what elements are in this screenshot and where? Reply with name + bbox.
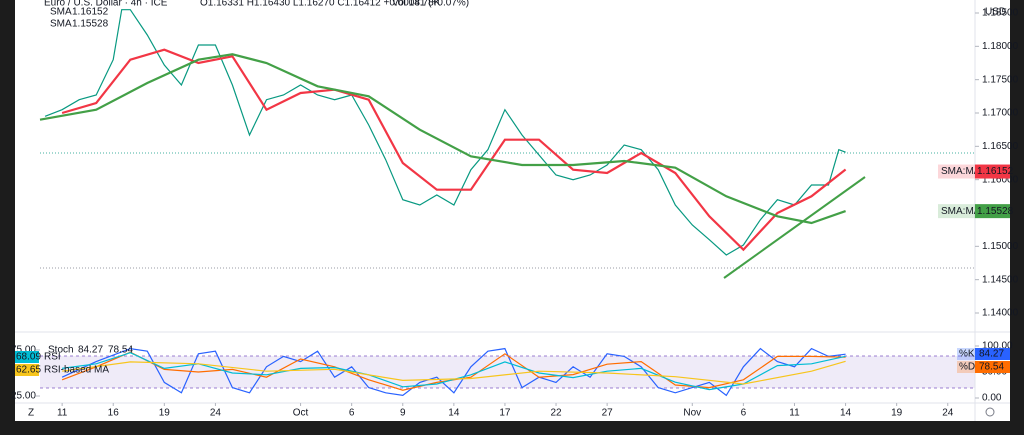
legend-name: RSI	[44, 352, 61, 363]
x-tick-label: 27	[602, 408, 614, 419]
y2-tick-label: 25.00	[11, 391, 36, 402]
axis-value: 1.16152	[977, 166, 1014, 177]
axis-tag-bg	[957, 348, 975, 360]
axis-tag-bg	[938, 204, 975, 219]
axis-tag: SMA:MA	[941, 206, 981, 217]
x-tick-label: 11	[789, 408, 800, 419]
legend-name: RSI-based MA	[44, 365, 109, 376]
value-box-label: 62.65	[16, 365, 41, 376]
legend-name: SMA	[50, 7, 72, 18]
axis-value-bg	[975, 204, 1010, 219]
y-tick-label: 1.17000	[982, 108, 1019, 119]
x-tick-label: 9	[400, 408, 406, 419]
legend-value: 84.27	[78, 345, 103, 356]
y-tick-label: 1.15000	[982, 241, 1019, 252]
y-tick-label: 1.18000	[982, 41, 1019, 52]
axis-tag-bg	[938, 164, 975, 179]
y-tick-label: 1.16500	[982, 141, 1019, 152]
axis-tag: SMA:MA	[941, 166, 981, 177]
x-tick-label: 16	[108, 408, 120, 419]
value-box	[15, 364, 39, 376]
legend-value: 1.16152	[72, 7, 109, 18]
series-line	[44, 9, 846, 256]
currency: USD	[985, 7, 1006, 18]
value-box-label: 68.09	[16, 352, 41, 363]
x-tick-label: 19	[891, 408, 903, 419]
series-line	[39, 53, 846, 225]
x-tick-label: 11	[57, 408, 68, 419]
y2-tick-label: 75.00	[11, 345, 36, 356]
volume: Vol 14.78K	[392, 0, 441, 9]
x-tick-label: Oct	[293, 408, 309, 419]
series-line	[61, 48, 847, 252]
legend-value: 78.54	[108, 345, 133, 356]
value-box	[15, 351, 39, 363]
series-line	[61, 347, 846, 397]
symbol-title: Euro / U.S. Dollar · 4h · ICE	[44, 0, 168, 9]
x-tick-label: 14	[448, 408, 460, 419]
x-tick-label: 24	[942, 408, 954, 419]
legend-value: 1.15528	[72, 19, 109, 30]
y-tick-label: 100.00	[982, 341, 1013, 352]
axis-value: 84.27	[979, 349, 1004, 360]
axis-value-bg	[975, 164, 1010, 179]
y-tick-label: 1.18500	[982, 8, 1019, 19]
x-tick-label: 22	[550, 408, 562, 419]
y-tick-label: 1.14500	[982, 274, 1019, 285]
y-tick-label: 1.16000	[982, 174, 1019, 185]
axis-tag: %K	[959, 349, 975, 360]
quote: O1.16331 H1.16430 L1.16270 C1.16412 +0.0…	[200, 0, 469, 9]
legend-name: SMA	[50, 19, 72, 30]
axis-value-bg	[975, 348, 1010, 360]
axis-tag-bg	[957, 361, 975, 373]
x-tick-label: 24	[210, 408, 222, 419]
x-tick-label: 6	[349, 408, 355, 419]
zoom-icon[interactable]: Z	[28, 408, 34, 419]
axis-tag: %D	[959, 362, 975, 373]
osc-band	[40, 356, 975, 388]
trend-line	[723, 176, 866, 279]
settings-icon[interactable]	[985, 407, 995, 417]
y-tick-label: 1.17500	[982, 74, 1019, 85]
x-tick-label: 17	[499, 408, 511, 419]
y-tick-label: 1.14000	[982, 308, 1019, 319]
axis-value: 78.54	[979, 362, 1004, 373]
axis-value: 1.15528	[977, 206, 1014, 217]
x-tick-label: 14	[840, 408, 852, 419]
series-line	[62, 360, 846, 385]
axis-value-bg	[975, 361, 1010, 373]
stoch-label: Stoch	[48, 345, 74, 356]
y-tick-label: 0.00	[982, 393, 1002, 404]
x-tick-label: 19	[159, 408, 171, 419]
x-tick-label: 6	[741, 408, 747, 419]
x-tick-label: Nov	[683, 408, 701, 419]
